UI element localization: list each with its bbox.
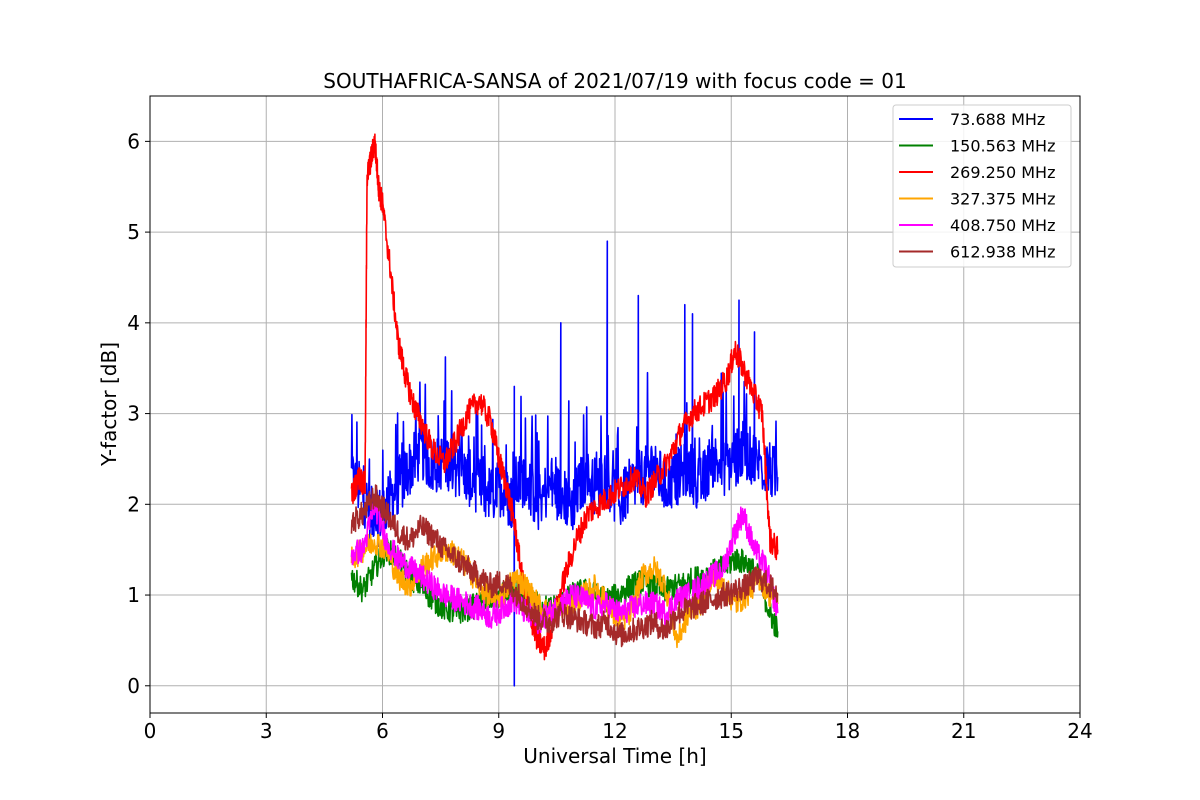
y-tick-label: 6: [127, 129, 140, 153]
y-axis-label: Y-factor [dB]: [97, 342, 121, 467]
legend-label-4: 408.750 MHz: [950, 216, 1055, 235]
legend: 73.688 MHz 150.563 MHz 269.250 MHz 327.375 …: [892, 104, 1072, 268]
x-tick-label: 3: [260, 719, 273, 743]
x-tick-label: 21: [951, 719, 976, 743]
y-tick-label: 2: [127, 492, 140, 516]
legend-label-3: 327.375 MHz: [950, 190, 1055, 209]
x-tick-label: 18: [835, 719, 860, 743]
x-tick-label: 9: [492, 719, 505, 743]
y-tick-label: 5: [127, 220, 140, 244]
y-tick-label: 1: [127, 583, 140, 607]
chart-title: SOUTHAFRICA-SANSA of 2021/07/19 with foc…: [323, 69, 907, 93]
y-tick-label: 0: [127, 674, 140, 698]
x-tick-label: 0: [144, 719, 157, 743]
x-tick-label: 15: [719, 719, 744, 743]
plot-series: [350, 133, 779, 687]
legend-label-5: 612.938 MHz: [950, 243, 1055, 262]
series-line-0: [350, 240, 779, 687]
y-tick-label: 3: [127, 402, 140, 426]
legend-box: [892, 104, 1072, 268]
series-line-2: [350, 133, 779, 661]
legend-label-0: 73.688 MHz: [950, 110, 1045, 129]
x-axis-label: Universal Time [h]: [523, 744, 706, 768]
y-tick-label: 4: [127, 311, 140, 335]
series-line-5: [350, 484, 779, 648]
x-tick-label: 24: [1067, 719, 1092, 743]
x-tick-label: 6: [376, 719, 389, 743]
legend-label-1: 150.563 MHz: [950, 137, 1055, 156]
legend-label-2: 269.250 MHz: [950, 163, 1055, 182]
x-tick-label: 12: [602, 719, 627, 743]
series-line-4: [350, 496, 779, 635]
